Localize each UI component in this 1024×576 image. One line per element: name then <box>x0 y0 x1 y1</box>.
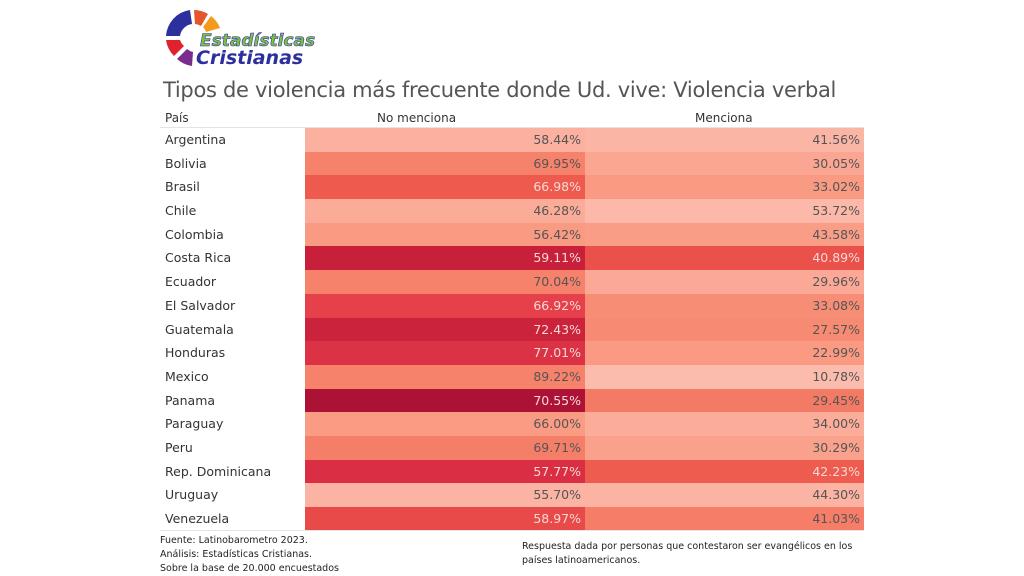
table-row: Ecuador 70.04% 29.96% <box>160 270 864 294</box>
menciona-cell: 33.02% <box>585 175 864 200</box>
menciona-cell: 44.30% <box>585 483 864 507</box>
country-label: Chile <box>165 203 197 219</box>
menciona-cell: 42.23% <box>585 459 864 484</box>
country-label: Mexico <box>165 368 209 384</box>
table-row: Chile 46.28% 53.72% <box>160 199 864 223</box>
no-menciona-cell: 66.98% <box>305 175 585 200</box>
country-label: Honduras <box>165 345 226 361</box>
menciona-cell: 41.03% <box>585 507 864 531</box>
menciona-cell: 30.29% <box>585 435 864 460</box>
no-menciona-cell: 66.92% <box>305 293 585 318</box>
no-menciona-cell: 59.11% <box>305 246 585 271</box>
no-menciona-cell: 89.22% <box>305 364 585 389</box>
footer-base: Sobre la base de 20.000 encuestados <box>160 563 339 574</box>
footer-note: Respuesta dada por personas que contesta… <box>522 540 852 568</box>
footer-source: Fuente: Latinobarometro 2023. <box>160 535 308 546</box>
no-menciona-cell: 72.43% <box>305 317 585 342</box>
footer-analysis: Análisis: Estadísticas Cristianas. <box>160 549 312 560</box>
table-row: El Salvador 66.92% 33.08% <box>160 293 864 318</box>
no-menciona-cell: 57.77% <box>305 459 585 484</box>
country-label: El Salvador <box>165 297 236 313</box>
country-label: Uruguay <box>165 487 219 503</box>
menciona-cell: 40.89% <box>585 246 864 271</box>
no-menciona-cell: 70.55% <box>305 388 585 413</box>
table-bottom-divider <box>160 530 864 531</box>
no-menciona-cell: 58.97% <box>305 507 585 531</box>
menciona-cell: 41.56% <box>585 128 864 152</box>
header-menciona: Menciona <box>695 111 753 125</box>
country-label: Rep. Dominicana <box>165 463 272 479</box>
table-row: Paraguay 66.00% 34.00% <box>160 412 864 436</box>
footer-note-line2: países latinoamericanos. <box>522 555 641 566</box>
menciona-cell: 30.05% <box>585 151 864 176</box>
no-menciona-cell: 56.42% <box>305 222 585 247</box>
country-label: Ecuador <box>165 274 217 290</box>
no-menciona-cell: 58.44% <box>305 128 585 152</box>
no-menciona-cell: 66.00% <box>305 412 585 436</box>
country-label: Panama <box>165 392 216 408</box>
data-table: País No menciona Menciona Argentina 58.44… <box>160 110 864 531</box>
table-row: Uruguay 55.70% 44.30% <box>160 483 864 507</box>
no-menciona-cell: 70.04% <box>305 270 585 294</box>
footer-left: Fuente: Latinobarometro 2023. Análisis: … <box>160 534 339 576</box>
no-menciona-cell: 55.70% <box>305 483 585 507</box>
no-menciona-cell: 77.01% <box>305 341 585 365</box>
country-label: Guatemala <box>165 321 234 337</box>
logo-text-2: Cristianas <box>196 47 303 68</box>
country-label: Paraguay <box>165 416 224 432</box>
country-label: Brasil <box>165 179 200 195</box>
table-row: Bolivia 69.95% 30.05% <box>160 151 864 176</box>
table-header: País No menciona Menciona <box>160 110 864 128</box>
table-row: Panama 70.55% 29.45% <box>160 388 864 413</box>
menciona-cell: 10.78% <box>585 364 864 389</box>
footer-note-line1: Respuesta dada por personas que contesta… <box>522 541 853 552</box>
table-body: Argentina 58.44% 41.56% Bolivia 69.95% 30.05%… <box>160 128 864 531</box>
logo-text-1: Estadísticas <box>200 31 315 51</box>
menciona-cell: 34.00% <box>585 412 864 436</box>
chart-title: Tipos de violencia más frecuente donde U… <box>163 78 837 102</box>
table-row: Venezuela 58.97% 41.03% <box>160 507 864 531</box>
no-menciona-cell: 69.95% <box>305 151 585 176</box>
country-label: Peru <box>165 439 193 455</box>
country-label: Argentina <box>165 132 226 147</box>
table-row: Brasil 66.98% 33.02% <box>160 175 864 200</box>
table-row: Argentina 58.44% 41.56% <box>160 128 864 152</box>
header-no-menciona: No menciona <box>377 111 457 125</box>
table-row: Guatemala 72.43% 27.57% <box>160 317 864 342</box>
table-row: Costa Rica 59.11% 40.89% <box>160 246 864 271</box>
no-menciona-cell: 69.71% <box>305 435 585 460</box>
country-label: Venezuela <box>165 511 230 526</box>
menciona-cell: 53.72% <box>585 199 864 223</box>
table-row: Honduras 77.01% 22.99% <box>160 341 864 365</box>
menciona-cell: 29.45% <box>585 388 864 413</box>
menciona-cell: 29.96% <box>585 270 864 294</box>
menciona-cell: 22.99% <box>585 341 864 365</box>
logo: Estadísticas Cristianas <box>160 6 350 69</box>
country-label: Colombia <box>165 226 224 242</box>
menciona-cell: 43.58% <box>585 222 864 247</box>
menciona-cell: 27.57% <box>585 317 864 342</box>
no-menciona-cell: 46.28% <box>305 199 585 223</box>
header-country: País <box>165 111 189 125</box>
table-row: Colombia 56.42% 43.58% <box>160 222 864 247</box>
table-row: Mexico 89.22% 10.78% <box>160 364 864 389</box>
menciona-cell: 33.08% <box>585 293 864 318</box>
table-row: Peru 69.71% 30.29% <box>160 435 864 460</box>
country-label: Costa Rica <box>165 250 232 266</box>
logo-ring-icon: Estadísticas Cristianas <box>166 10 315 69</box>
table-row: Rep. Dominicana 57.77% 42.23% <box>160 459 864 484</box>
country-label: Bolivia <box>165 155 207 171</box>
